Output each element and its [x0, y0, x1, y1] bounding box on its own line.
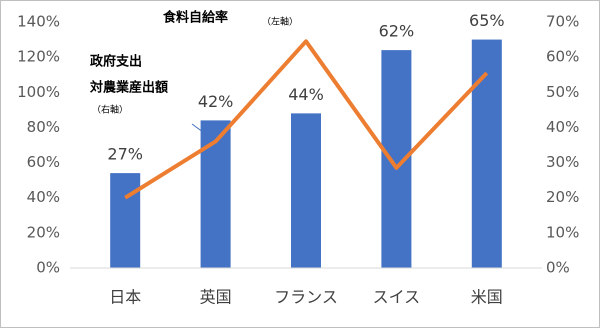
x-tick-label: フランス	[274, 288, 338, 307]
bar	[291, 113, 321, 268]
y2-tick-label: 30%	[546, 153, 579, 171]
data-label: 42%	[198, 92, 234, 111]
y-tick-label: 40%	[27, 188, 60, 206]
y2-tick-label: 50%	[546, 83, 579, 101]
y2-tick-label: 10%	[546, 223, 579, 241]
x-tick-label: 日本	[109, 288, 141, 307]
bar	[200, 120, 231, 269]
y2-tick-label: 40%	[546, 118, 579, 136]
data-label: 65%	[469, 11, 505, 30]
annotation: （右軸）	[92, 104, 128, 116]
data-label: 62%	[379, 22, 415, 41]
y-tick-label: 20%	[27, 223, 60, 241]
data-label: 27%	[107, 145, 143, 164]
data-label: 44%	[288, 85, 324, 104]
bar	[471, 39, 502, 269]
x-tick-label: スイス	[373, 288, 421, 307]
y-tick-label: 60%	[27, 153, 60, 171]
y2-tick-label: 60%	[546, 48, 579, 66]
y-tick-label: 100%	[17, 83, 60, 101]
y-tick-label: 140%	[17, 13, 60, 31]
bar	[110, 173, 141, 268]
y2-tick-label: 70%	[546, 13, 579, 31]
annotation: （左軸）	[262, 16, 298, 28]
y-tick-label: 120%	[17, 48, 60, 66]
x-tick-label: 英国	[200, 288, 232, 307]
x-tick-label: 米国	[471, 288, 503, 307]
annotation: 対農業産出額	[89, 80, 168, 96]
line	[124, 39, 489, 200]
annotation: 政府支出	[90, 54, 142, 70]
y-tick-label: 0%	[36, 259, 60, 277]
y2-tick-label: 20%	[546, 188, 579, 206]
y-tick-label: 80%	[27, 118, 60, 136]
y2-tick-label: 0%	[546, 259, 570, 277]
annotation: 食料自給率	[163, 10, 228, 26]
